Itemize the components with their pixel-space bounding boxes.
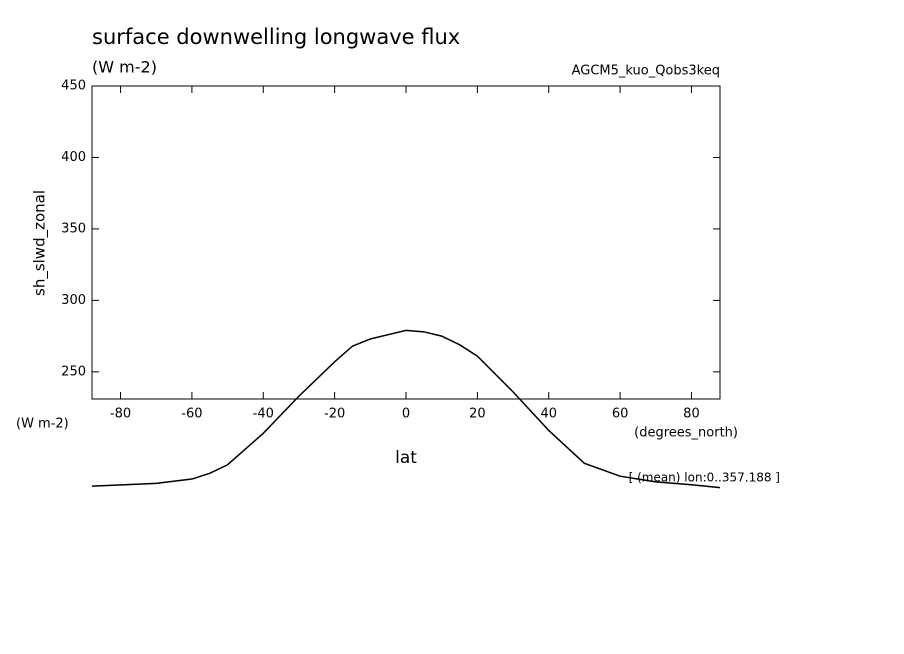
data-line xyxy=(91,329,721,489)
x-units: (degrees_north) xyxy=(634,426,738,441)
x-tick-label: -80 xyxy=(110,407,131,422)
chart-title: surface downwelling longwave flux xyxy=(92,25,460,49)
x-tick-label: 60 xyxy=(612,407,629,422)
x-tick-label: -60 xyxy=(181,407,202,422)
x-tick-label: -40 xyxy=(253,407,274,422)
x-axis-label: lat xyxy=(395,448,417,468)
y-tick-label: 400 xyxy=(61,150,86,165)
annotation: [ (mean) lon:0..357.188 ] xyxy=(629,471,780,485)
dataset-label: AGCM5_kuo_Qobs3keq xyxy=(572,64,720,79)
x-tick-label: 80 xyxy=(683,407,700,422)
x-tick-label: 20 xyxy=(469,407,486,422)
y-tick-label: 300 xyxy=(61,293,86,308)
plot-frame xyxy=(91,85,721,400)
subtitle: (W m-2) xyxy=(92,58,157,77)
y-tick-label: 250 xyxy=(61,364,86,379)
x-tick-label: -20 xyxy=(324,407,345,422)
y-tick-label: 350 xyxy=(61,221,86,236)
x-tick-label: 40 xyxy=(540,407,557,422)
y-axis-label: sh_slwd_zonal xyxy=(31,190,50,296)
y-tick-label: 450 xyxy=(61,79,86,94)
y-units: (W m-2) xyxy=(16,417,69,432)
x-tick-label: 0 xyxy=(402,407,410,422)
